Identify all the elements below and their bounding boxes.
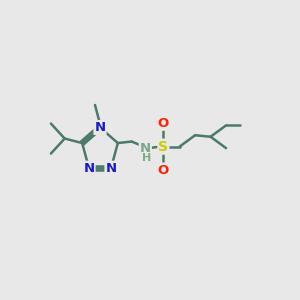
Text: S: S — [158, 140, 168, 154]
Text: O: O — [158, 117, 169, 130]
Text: O: O — [158, 164, 169, 176]
Text: N: N — [140, 142, 151, 154]
Text: N: N — [106, 162, 117, 175]
Text: N: N — [83, 162, 94, 175]
Text: N: N — [94, 121, 106, 134]
Text: H: H — [142, 153, 151, 163]
